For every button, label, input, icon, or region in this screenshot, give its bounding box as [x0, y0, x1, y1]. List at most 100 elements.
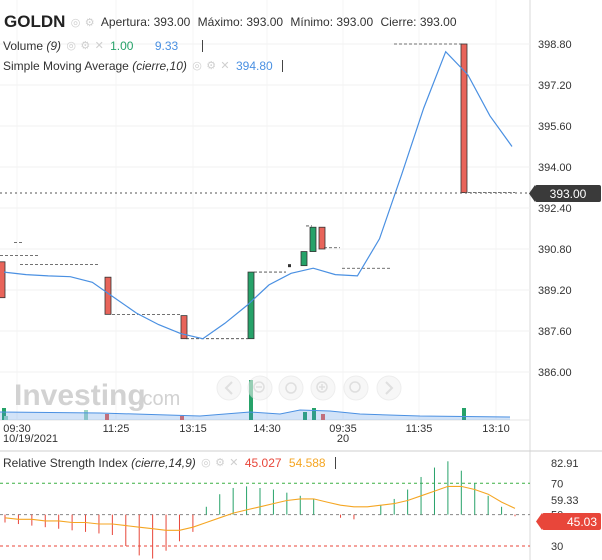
low-label: Mínimo:	[290, 15, 334, 29]
time-tick-label: 13:15	[179, 423, 207, 435]
time-tick-label: 09:30	[3, 423, 31, 435]
rsi-value-b: 54.588	[288, 455, 326, 470]
eye-icon[interactable]: ◎	[192, 60, 202, 73]
sma-marker	[282, 59, 284, 72]
watermark-suffix: .com	[137, 388, 180, 410]
sma-label: Simple Moving Average	[3, 58, 129, 73]
volume-bar	[4, 416, 8, 420]
candle	[300, 251, 308, 267]
rsi-label: Relative Strength Index	[3, 455, 128, 470]
zoom-out-icon	[253, 381, 265, 393]
volume-value-b: 9.33	[154, 38, 179, 53]
price-tick-label: 387.60	[538, 326, 572, 338]
close-icon[interactable]: ✕	[229, 457, 239, 470]
close-icon[interactable]: ✕	[220, 60, 230, 73]
close-icon[interactable]: ✕	[94, 40, 104, 53]
time-tick-label: 13:10	[482, 423, 510, 435]
price-tick-label: 398.80	[538, 39, 572, 51]
price-tick-label: 389.20	[538, 285, 572, 297]
scroll-right-icon	[385, 381, 394, 395]
rsi-value-label: 45.03	[567, 515, 597, 529]
candle	[318, 226, 326, 250]
candle	[309, 226, 317, 252]
rsi-tick-label: 30	[551, 541, 563, 553]
zoom-in-icon	[316, 381, 328, 393]
volume-average-area	[0, 409, 511, 420]
eye-icon[interactable]: ◎	[201, 457, 211, 470]
scroll-left-icon	[224, 381, 233, 395]
close-value: 393.00	[419, 15, 457, 29]
volume-marker	[201, 39, 203, 52]
rsi-tick-label: 70	[551, 478, 563, 490]
price-tick-label: 390.80	[538, 244, 572, 256]
time-tick-label: 09:35	[329, 423, 357, 435]
price-axis: 398.80 397.20 395.60 394.00 392.40 390.80 389.…	[538, 39, 572, 379]
date-label: 20	[337, 433, 349, 445]
price-tick-label: 397.20	[538, 80, 572, 92]
rsi-legend: Relative Strength Index (cierre,14,9) ◎ …	[3, 455, 533, 470]
time-tick-label: 14:30	[253, 423, 281, 435]
rsi-line	[4, 485, 516, 531]
time-tick-label: 11:35	[406, 423, 433, 435]
volume-average-fill	[0, 410, 510, 420]
candle	[0, 261, 6, 299]
price-tick-label: 394.00	[538, 162, 572, 174]
rsi-tick-label: 59.33	[551, 495, 579, 507]
zoom-in-button[interactable]	[310, 375, 336, 401]
open-value: 393.00	[153, 15, 191, 29]
current-price-tag: 393.00	[529, 185, 601, 202]
price-tick-label: 392.40	[538, 203, 572, 215]
eye-icon[interactable]: ◎	[70, 16, 81, 29]
volume-bar	[180, 416, 184, 420]
close-label: Cierre:	[380, 15, 417, 29]
price-legend: GOLDN ◎ ⚙ Apertura: 393.00 Máximo: 393.0…	[0, 12, 530, 32]
eye-icon[interactable]: ◎	[66, 40, 76, 53]
rsi-value-tag: 45.03	[536, 513, 601, 530]
rsi-tick-label: 82.91	[551, 458, 579, 470]
gear-icon[interactable]: ⚙	[84, 16, 95, 29]
rsi-marker	[334, 456, 336, 469]
zoom-out-button[interactable]	[247, 375, 273, 401]
zoom-in-alt-icon	[349, 381, 361, 393]
gear-icon[interactable]: ⚙	[215, 457, 225, 470]
rsi-level-lines	[0, 482, 530, 547]
zoom-in-alt-button[interactable]	[343, 375, 369, 401]
candle	[180, 315, 188, 340]
current-price-label: 393.00	[550, 187, 587, 201]
reset-icon	[285, 382, 297, 394]
sma-legend: Simple Moving Average (cierre,10) ◎ ⚙ ✕ …	[3, 58, 533, 73]
time-grid	[16, 0, 497, 420]
volume-bar	[303, 412, 307, 420]
time-tick-label: 11:25	[103, 423, 130, 435]
candle	[247, 271, 255, 340]
volume-bar	[249, 380, 253, 420]
scroll-left-button[interactable]	[216, 375, 242, 401]
reset-button[interactable]	[278, 375, 304, 401]
zoom-toolbar	[216, 375, 402, 401]
open-label: Apertura:	[100, 15, 151, 29]
gear-icon[interactable]: ⚙	[80, 40, 91, 53]
volume-param: (9)	[46, 38, 62, 53]
volume-bar	[84, 410, 88, 420]
rsi-param: (cierre,14,9)	[131, 455, 196, 470]
volume-bar	[312, 408, 316, 420]
gear-icon[interactable]: ⚙	[206, 60, 217, 73]
high-label: Máximo:	[197, 15, 243, 29]
sma-value: 394.80	[235, 58, 273, 73]
volume-bar	[462, 408, 466, 420]
symbol-title: GOLDN	[4, 12, 66, 31]
volume-label: Volume	[3, 38, 44, 53]
low-value: 393.00	[336, 15, 374, 29]
volume-bar	[2, 408, 6, 420]
price-tick-label: 386.00	[538, 367, 572, 379]
candles-layer	[0, 43, 515, 340]
volume-average-line	[0, 409, 511, 418]
volume-bar	[321, 414, 325, 420]
candle	[104, 276, 112, 315]
scroll-right-button[interactable]	[376, 375, 402, 401]
date-label: 10/19/2021	[3, 433, 58, 445]
volume-value-a: 1.00	[110, 38, 134, 53]
time-axis: 09:30 11:25 13:15 14:30 09:35 11:35 13:10 10/19…	[3, 423, 510, 445]
